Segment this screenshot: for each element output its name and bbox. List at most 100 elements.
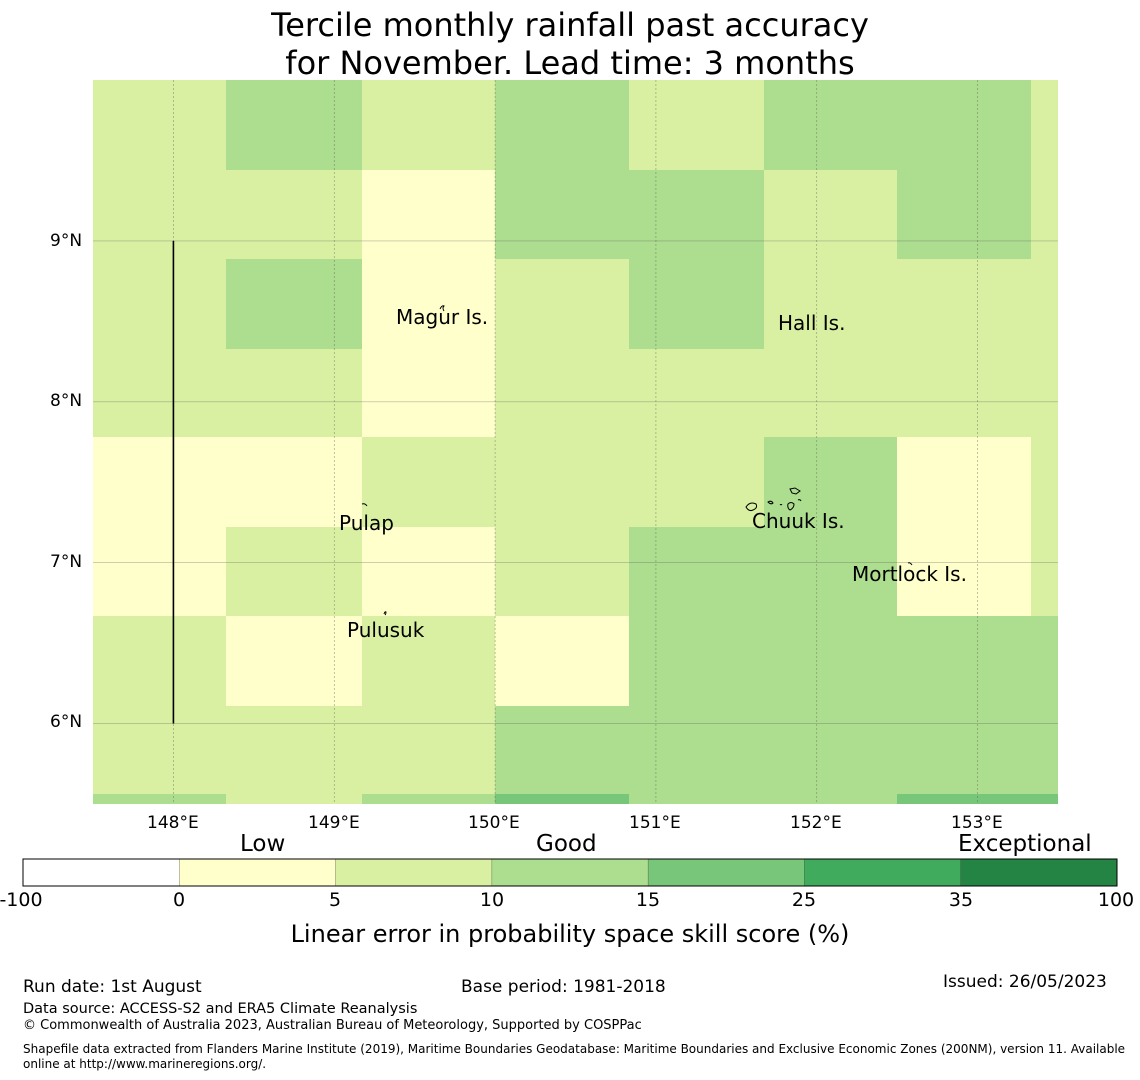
chuuk-island-outline [789, 487, 801, 495]
lon-tick: 151°E [629, 813, 681, 833]
skill-cell [764, 527, 897, 616]
chart-title-line1: Tercile monthly rainfall past accuracy [271, 6, 869, 44]
magur-island-outline [439, 305, 445, 312]
colorbar-swatch [335, 859, 492, 886]
skill-cell [362, 170, 495, 259]
lat-tick: 9°N [50, 231, 83, 251]
colorbar-category-good: Good [536, 831, 597, 857]
colorbar-tick: 0 [172, 889, 186, 911]
skill-cell [897, 80, 1031, 170]
skill-grid [93, 80, 1058, 804]
chuuk-island-outline [797, 499, 802, 502]
skill-cell [1031, 437, 1058, 527]
skill-cell [226, 616, 362, 706]
skill-cell [764, 259, 897, 349]
skill-cell [93, 616, 226, 706]
pulap-island-outline [361, 503, 368, 507]
colorbar-label: Linear error in probability space skill … [290, 920, 850, 948]
data-source: Data source: ACCESS-S2 and ERA5 Climate … [23, 1001, 418, 1017]
skill-cell [495, 259, 629, 349]
colorbar-tick: 35 [948, 889, 974, 911]
lon-tick: 150°E [468, 813, 520, 833]
skill-cell [93, 80, 226, 170]
colorbar-tick: 100 [1097, 889, 1135, 911]
skill-cell [226, 437, 362, 527]
skill-cell [93, 437, 226, 527]
skill-cell [495, 706, 629, 794]
skill-cell [495, 794, 629, 804]
colorbar-swatch [491, 859, 649, 886]
colorbar-tick: 10 [479, 889, 505, 911]
place-label-chuuk: Chuuk Is. [752, 509, 845, 533]
skill-cell [764, 706, 897, 794]
skill-cell [93, 527, 226, 616]
island-outlines [361, 305, 913, 616]
skill-cell [629, 349, 764, 437]
skill-cell [362, 616, 495, 706]
skill-cell [764, 349, 897, 437]
place-label-pulap: Pulap [339, 511, 394, 535]
skill-cell [226, 527, 362, 616]
skill-cell [93, 170, 226, 259]
colorbar-frame [22, 858, 1118, 887]
skill-cell [629, 80, 764, 170]
chuuk-island-outline [779, 504, 783, 506]
skill-cell [629, 616, 764, 706]
skill-cell [226, 259, 362, 349]
copyright: © Commonwealth of Australia 2023, Austra… [23, 1018, 642, 1033]
colorbar-category-low: Low [240, 831, 286, 857]
skill-cell [764, 437, 897, 527]
skill-cell [629, 259, 764, 349]
skill-cell [362, 706, 495, 794]
skill-cell [629, 527, 764, 616]
skill-cell [93, 706, 226, 794]
skill-cell [897, 527, 1031, 616]
skill-cell [362, 349, 495, 437]
skill-cell [495, 170, 629, 259]
chart-title-line2: for November. Lead time: 3 months [285, 44, 855, 82]
skill-cell [93, 349, 226, 437]
skill-cell [93, 794, 226, 804]
skill-cell [1031, 616, 1058, 706]
skill-cell [897, 259, 1031, 349]
skill-cell [362, 80, 495, 170]
skill-cell [764, 80, 897, 170]
place-label-mortlock: Mortlock Is. [852, 562, 967, 586]
skill-cell [764, 794, 897, 804]
skill-cell [1031, 170, 1058, 259]
skill-cell [495, 527, 629, 616]
place-label-hall: Hall Is. [778, 311, 846, 335]
shapefile-credit: Shapefile data extracted from Flanders M… [23, 1042, 1126, 1056]
skill-cell [1031, 706, 1058, 794]
colorbar-tick: 15 [635, 889, 661, 911]
place-label-magur: Magur Is. [396, 305, 489, 329]
skill-cell [1031, 80, 1058, 170]
skill-cell [1031, 527, 1058, 616]
pulusuk-island-outline [383, 611, 387, 616]
lon-tick: 149°E [308, 813, 360, 833]
skill-cell [362, 437, 495, 527]
skill-cell [93, 259, 226, 349]
colorbar-tick: 5 [328, 889, 342, 911]
skill-cell [495, 80, 629, 170]
skill-cell [897, 706, 1031, 794]
colorbar-swatch [179, 859, 336, 886]
skill-cell [897, 616, 1031, 706]
skill-cell [897, 170, 1031, 259]
skill-cell [764, 170, 897, 259]
skill-cell [226, 349, 362, 437]
skill-cell [764, 616, 897, 706]
chuuk-island-outline [745, 502, 758, 512]
skill-cell [1031, 259, 1058, 349]
skill-cell [629, 794, 764, 804]
lon-tick: 148°E [147, 813, 199, 833]
colorbar-swatch [804, 859, 961, 886]
skill-cell [226, 170, 362, 259]
colorbar [22, 858, 1118, 887]
skill-cell [897, 349, 1031, 437]
skill-cell [629, 706, 764, 794]
skill-cell [1031, 349, 1058, 437]
mortlock-island-outline [907, 562, 913, 566]
lon-tick: 153°E [951, 813, 1003, 833]
